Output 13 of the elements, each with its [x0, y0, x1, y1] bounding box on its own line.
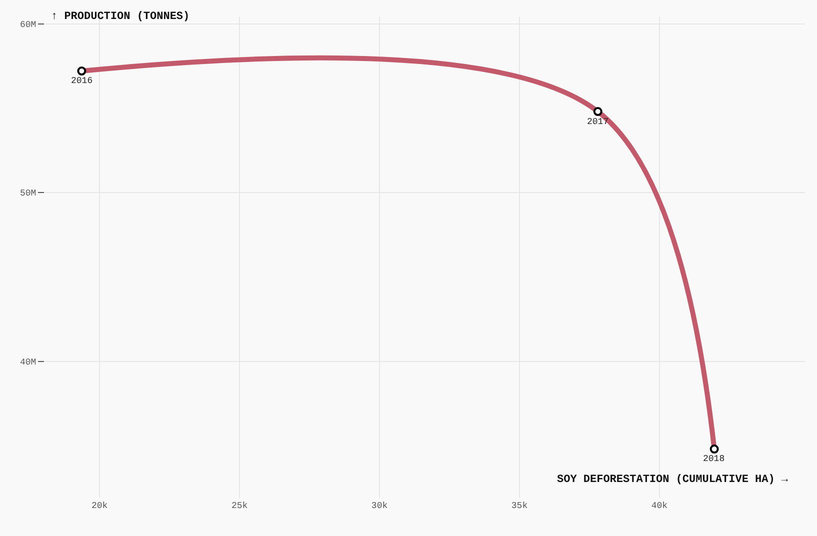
- annotation: 2016: [71, 76, 93, 86]
- x-tick-label: 35k: [511, 501, 528, 511]
- y-tick-label: 40M: [20, 357, 36, 368]
- x-tick-label: 25k: [231, 501, 248, 511]
- y-tick-label: 60M: [20, 20, 36, 30]
- x-tick-label: 20k: [91, 501, 108, 511]
- x-axis-title: SOY DEFORESTATION (CUMULATIVE HA) →: [557, 474, 788, 486]
- y-tick-label: 50M: [20, 188, 36, 199]
- x-tick-label: 40k: [651, 501, 668, 511]
- annotation: 2018: [703, 454, 725, 464]
- x-tick-label: 30k: [371, 501, 388, 511]
- annotation: 2017: [587, 117, 609, 127]
- y-axis-title: ↑ PRODUCTION (TONNES): [51, 11, 190, 23]
